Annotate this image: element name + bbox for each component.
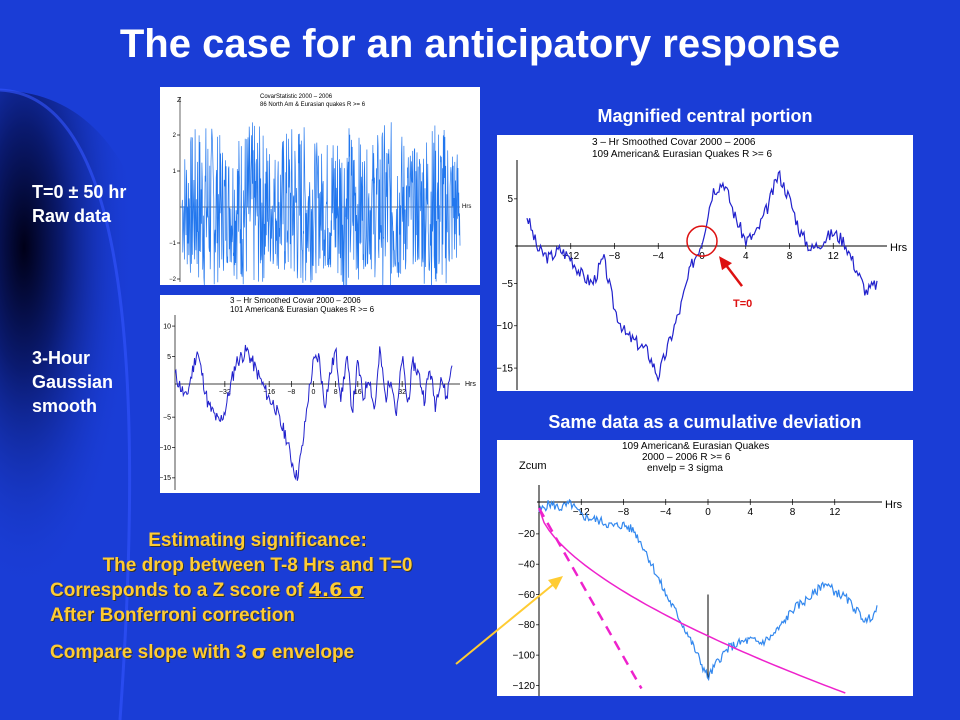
c3-ytick: −20 [518,529,535,540]
envelope-curve [538,507,846,694]
c0-subtitle: 86 North Am & Eurasian quakes R >= 6 [260,102,366,108]
significance-line3: After Bonferroni correction [50,605,295,626]
c1-xtick: −16 [263,389,275,396]
c1-subtitle: 101 American& Eurasian Quakes R >= 6 [230,305,375,314]
c3-xtick: 0 [705,507,711,518]
cumulative-chart: 109 American& Eurasian Quakes 2000 – 200… [497,440,913,696]
significance-line4: Compare slope with 3 σ envelope [50,640,465,665]
raw-data-chart: CovarStatistic 2000 – 2006 86 North Am &… [160,87,480,285]
c1-xtick: 0 [312,389,316,396]
c1-xtick: 16 [354,389,362,396]
significance-heading: Estimating significance: [148,530,367,551]
c2-ytick: −5 [502,279,514,290]
significance-annotation: Estimating significance: The drop betwee… [50,528,465,665]
smooth-label-line1: 3-Hour [32,348,90,368]
c3-subtitle: 2000 – 2006 R >= 6 [642,452,731,463]
c1-xtick: 32 [398,389,406,396]
c1-ytick: −5 [163,414,171,421]
raw-label-line2: Raw data [32,206,112,226]
c2-xtick: −12 [562,251,579,262]
c1-ytick: 10 [163,323,171,330]
c3-xtick: 4 [747,507,753,518]
sigma-symbol: σ [251,641,267,663]
c2-ytick: 5 [507,194,513,205]
c0-ytick: −2 [169,277,177,283]
c1-xtick: 8 [334,389,338,396]
line2-prefix: Corresponds to a Z score of [50,580,309,601]
z-score-value: 4.6 σ [308,579,364,601]
c3-ytick: −100 [512,650,535,661]
smooth-label-line3: smooth [32,396,97,416]
c1-ytick: 5 [167,354,171,361]
c3-xtick: 12 [829,507,841,518]
c1-ytick: −15 [160,475,171,482]
cumulative-header: Same data as a cumulative deviation [548,412,862,432]
t0-highlight-circle [686,225,718,257]
slope-dashed-line [537,507,643,690]
magnified-series-line [526,169,878,383]
line4-prefix: Compare slope with 3 [50,642,252,663]
raw-label-line1: T=0 ± 50 hr [32,182,127,202]
c3-ylabel: Zcum [519,460,547,472]
yellow-arrowhead [548,576,563,590]
smoothed-svg: 3 – Hr Smoothed Covar 2000 – 2006 101 Am… [160,296,476,490]
raw-data-label: T=0 ± 50 hr Raw data [32,180,126,228]
c2-xtick: 8 [787,251,793,262]
c3-ytick: −60 [518,590,535,601]
significance-line2: Corresponds to a Z score of 4.6 σ [50,578,465,603]
c3-xtick: 8 [790,507,796,518]
t0-annotation: T=0 [733,298,752,310]
c1-xtick: −32 [219,389,231,396]
c0-ytick: −1 [169,241,177,247]
c0-ytick: 1 [173,169,177,175]
c2-xlabel: Hrs [890,242,908,254]
c3-title: 109 American& Eurasian Quakes [622,441,769,452]
c0-title: CovarStatistic 2000 – 2006 [260,94,333,100]
c2-title: 3 – Hr Smoothed Covar 2000 – 2006 [592,137,756,148]
c1-title: 3 – Hr Smoothed Covar 2000 – 2006 [230,296,361,305]
line4-suffix: envelope [266,642,355,663]
c1-ytick: −10 [160,445,171,452]
c1-xtick: −8 [287,389,295,396]
c3-xlabel: Hrs [885,499,903,511]
c2-subtitle: 109 American& Eurasian Quakes R >= 6 [592,149,773,160]
c1-xlabel: Hrs [465,381,476,388]
magnified-chart: 3 – Hr Smoothed Covar 2000 – 2006 109 Am… [497,135,913,391]
c0-ytick: 2 [173,133,177,139]
yellow-arrow-line [455,582,556,665]
c2-xtick: −8 [609,251,621,262]
c2-ytick: −15 [497,363,513,374]
smooth-label-line2: Gaussian [32,372,114,392]
c2-xtick: 4 [743,251,749,262]
raw-data-svg: CovarStatistic 2000 – 2006 86 North Am &… [169,94,471,285]
c3-ytick: −80 [518,620,535,631]
cumulative-series-line [538,498,878,682]
c2-ytick: −10 [497,321,513,332]
cumulative-svg: 109 American& Eurasian Quakes 2000 – 200… [512,441,903,696]
c3-xtick: −8 [618,507,630,518]
c3-note: envelp = 3 sigma [647,463,723,474]
magnified-svg: 3 – Hr Smoothed Covar 2000 – 2006 109 Am… [497,137,908,390]
raw-series-line [181,122,461,285]
slide-title: The case for an anticipatory response [119,22,841,66]
smooth-label: 3-Hour Gaussian smooth [32,346,113,418]
significance-line1: The drop between T-8 Hrs and T=0 [102,555,413,576]
smoothed-chart: 3 – Hr Smoothed Covar 2000 – 2006 101 Am… [160,295,480,493]
t0-arrow [725,264,743,287]
c3-ytick: −120 [512,681,535,692]
smoothed-series-line [174,344,453,481]
c2-xtick: 12 [828,251,840,262]
c0-ylabel: Z [177,97,182,104]
c3-xtick: −4 [660,507,672,518]
c3-ytick: −40 [518,560,535,571]
c2-xtick: −4 [653,251,665,262]
t0-arrowhead [719,256,732,271]
c0-xlabel: Hrs [462,204,471,210]
magnified-header: Magnified central portion [597,106,813,126]
c3-xtick: −12 [573,507,590,518]
